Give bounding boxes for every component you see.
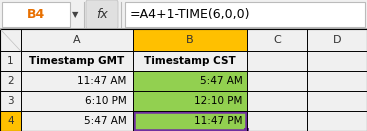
Text: 4: 4 [7,116,14,126]
Text: 12:10 PM: 12:10 PM [194,96,243,106]
Text: 3: 3 [7,96,14,106]
Text: 11:47 PM: 11:47 PM [194,116,243,126]
Bar [134,112,246,130]
Bar [133,91,247,111]
Text: fx: fx [96,8,108,21]
Text: ▼: ▼ [72,10,78,19]
Text: B: B [186,35,193,45]
Bar [0,111,21,131]
Bar [133,29,247,51]
Text: 1: 1 [7,56,14,66]
FancyBboxPatch shape [86,0,118,29]
Bar [2,2,70,27]
Text: Timestamp CST: Timestamp CST [144,56,236,66]
Bar [244,128,249,131]
Text: A: A [73,35,80,45]
Text: =A4+1-TIME(6,0,0): =A4+1-TIME(6,0,0) [130,8,251,21]
Text: B4: B4 [27,8,45,21]
Text: 5:47 AM: 5:47 AM [84,116,127,126]
Text: Timestamp GMT: Timestamp GMT [29,56,124,66]
Text: 6:10 PM: 6:10 PM [85,96,127,106]
Bar [133,111,247,131]
Text: 5:47 AM: 5:47 AM [200,76,243,86]
Bar [125,2,365,27]
Text: C: C [273,35,281,45]
Text: D: D [333,35,341,45]
Bar [133,71,247,91]
Text: 11:47 AM: 11:47 AM [77,76,127,86]
Text: 2: 2 [7,76,14,86]
